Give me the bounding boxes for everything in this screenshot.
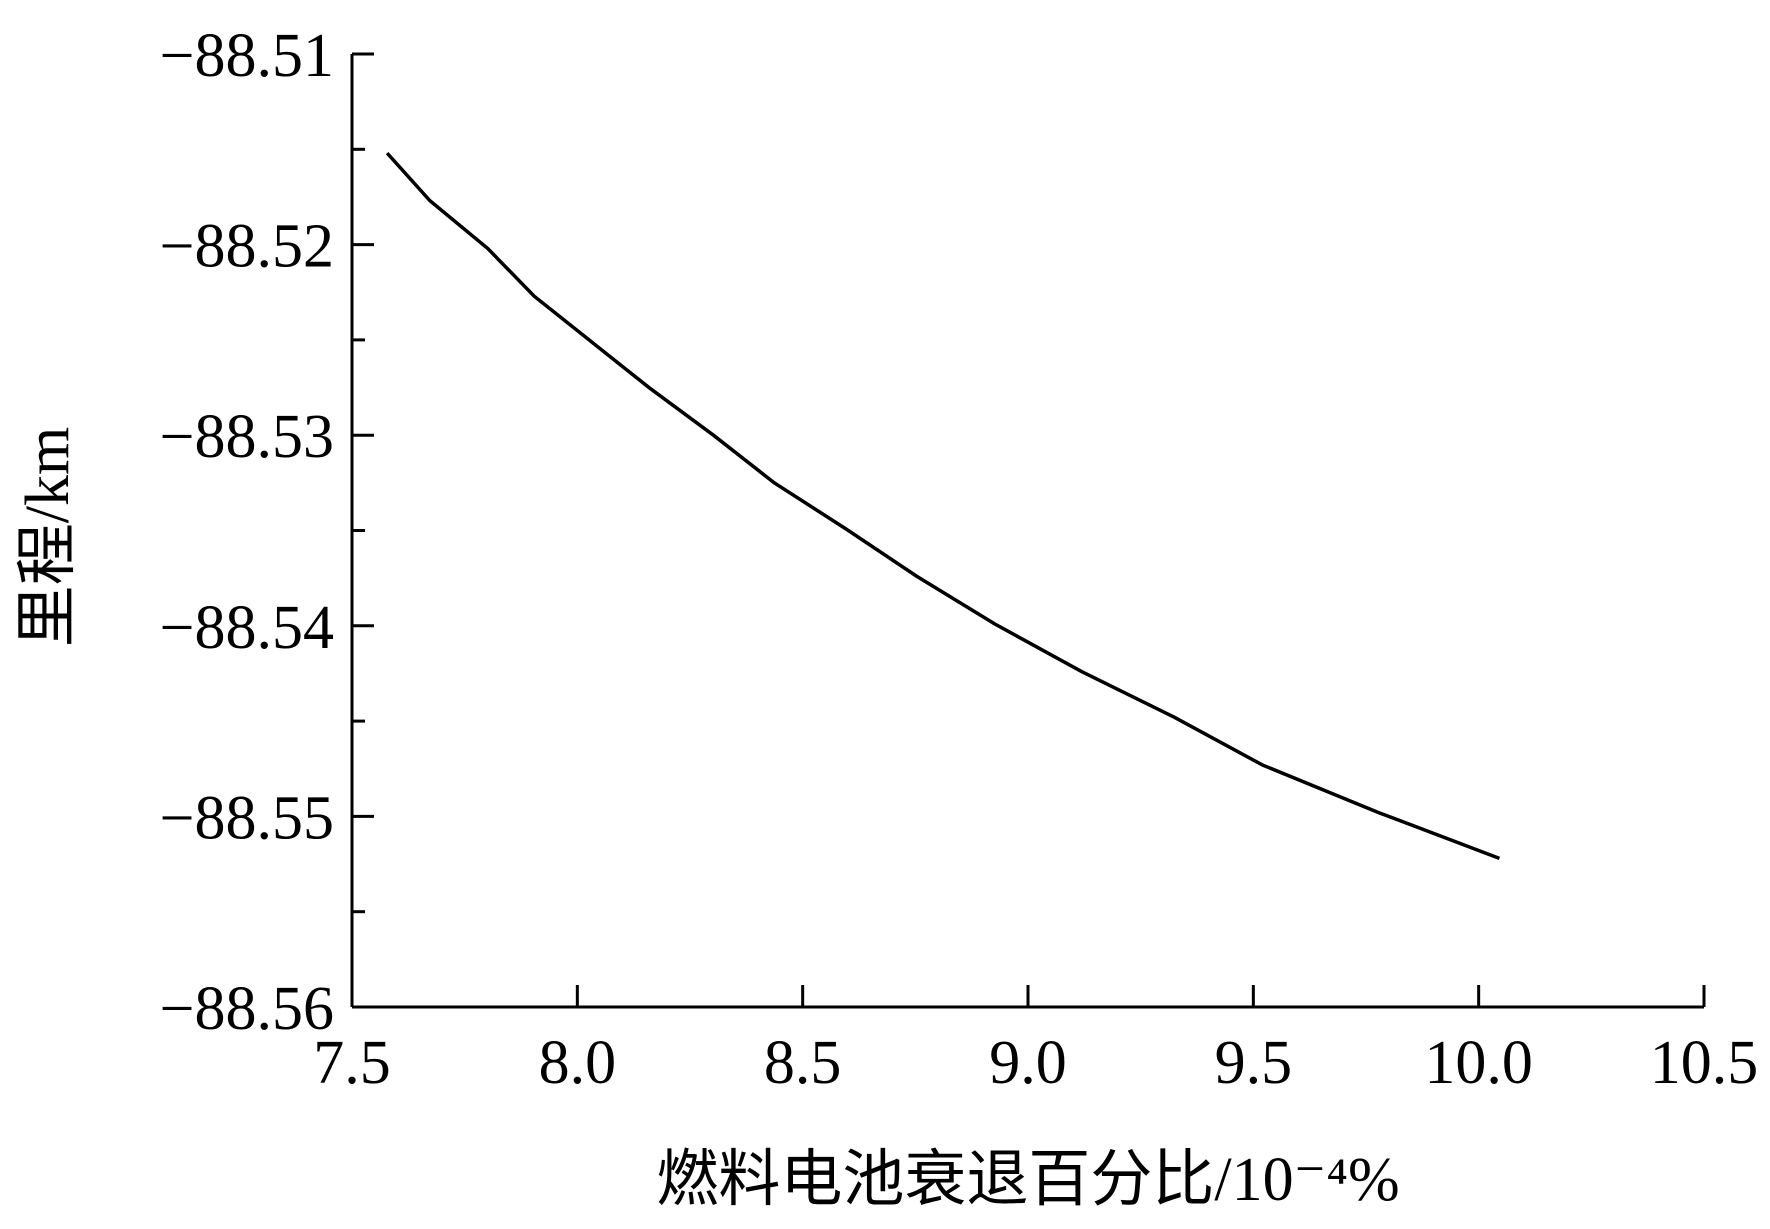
x-tick-label: 10.5 [1650,1029,1759,1097]
x-tick-label: 8.5 [764,1029,842,1097]
x-tick-label: 9.0 [989,1029,1067,1097]
x-tick-label: 8.0 [539,1029,617,1097]
y-tick-label: −88.54 [160,594,334,662]
x-tick-label: 7.5 [313,1029,391,1097]
y-tick-label: −88.56 [160,975,334,1043]
y-tick-label: −88.52 [160,213,334,281]
x-axis-label: 燃料电池衰退百分比/10⁻⁴% [656,1146,1399,1214]
y-tick-label: −88.53 [160,403,334,471]
x-tick-label: 10.0 [1424,1029,1533,1097]
data-line [385,151,1501,860]
x-tick-label: 9.5 [1215,1029,1293,1097]
y-axis-label: 里程/km [14,427,82,647]
y-tick-label: −88.55 [160,784,334,852]
y-tick-label: −88.51 [160,22,334,90]
